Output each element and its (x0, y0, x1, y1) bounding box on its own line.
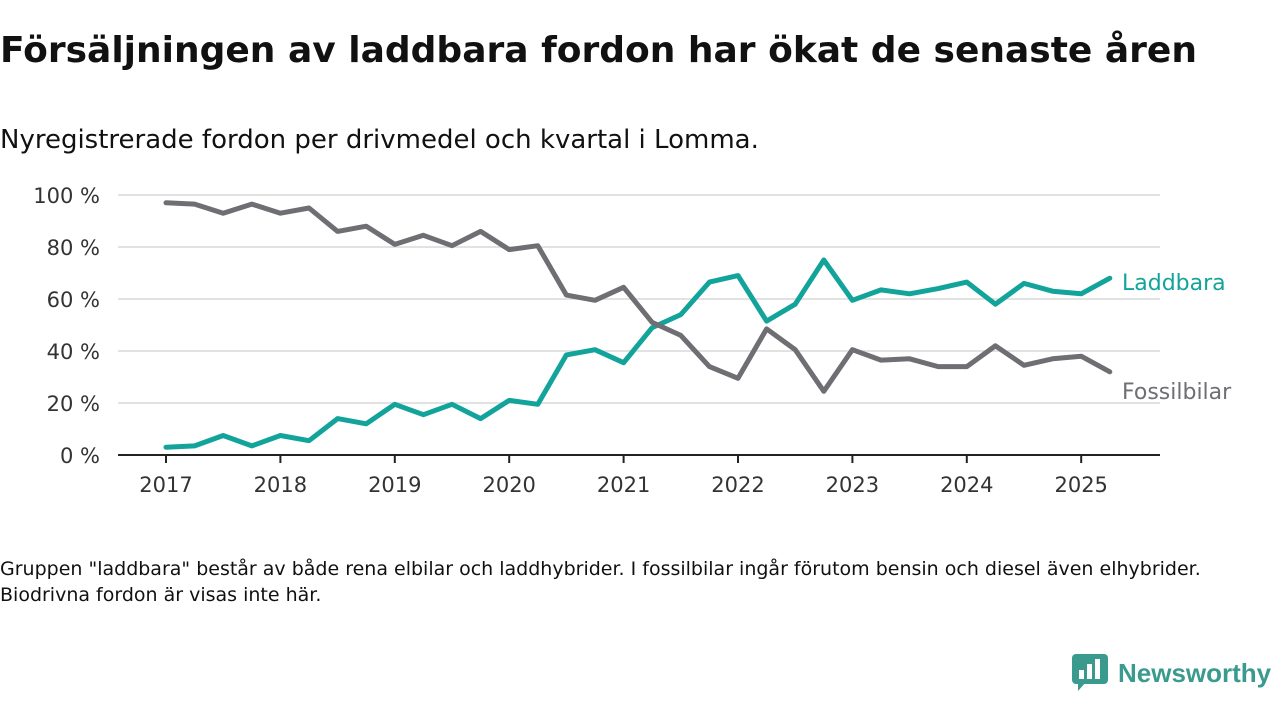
x-tick-label: 2020 (482, 473, 535, 497)
chart-title: Försäljningen av laddbara fordon har öka… (0, 30, 1197, 71)
y-tick-label: 60 % (47, 288, 100, 312)
series-label-fossilbilar: Fossilbilar (1122, 380, 1232, 405)
x-tick-label: 2022 (711, 473, 764, 497)
brand-name: Newsworthy (1118, 657, 1272, 688)
line-chart: 0 % 20 % 40 % 60 % 80 % 100 % 2017 2018 2019 2020… (33, 184, 1232, 497)
y-tick-label: 100 % (33, 184, 100, 208)
y-tick-label: 20 % (47, 392, 100, 416)
x-tick-label: 2017 (139, 473, 192, 497)
series-line-laddbara (163, 257, 1113, 450)
chart-subtitle: Nyregistrerade fordon per drivmedel och … (0, 125, 759, 155)
x-tick-label: 2019 (368, 473, 421, 497)
footnote: Gruppen "laddbara" består av både rena e… (0, 558, 1201, 606)
newsworthy-logo[interactable]: Newsworthy (1072, 654, 1271, 692)
series-line-fossilbilar (163, 200, 1113, 394)
x-tick-label: 2025 (1054, 473, 1107, 497)
x-tick-label: 2024 (940, 473, 993, 497)
x-tick-label: 2018 (254, 473, 307, 497)
x-tick-label: 2023 (826, 473, 879, 497)
y-tick-label: 40 % (47, 340, 100, 364)
x-tick-label: 2021 (597, 473, 650, 497)
series-label-laddbara: Laddbara (1122, 271, 1226, 296)
y-tick-label: 0 % (60, 444, 100, 468)
newsworthy-chart-icon (1072, 654, 1108, 691)
y-tick-label: 80 % (47, 236, 100, 260)
